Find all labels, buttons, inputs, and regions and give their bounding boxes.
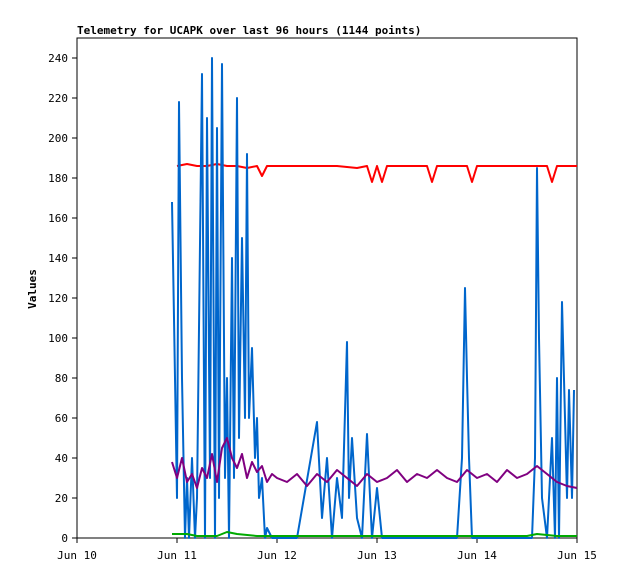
y-axis: 0 20 40 60 80 100 120 140 160 180 200 220 240 — [48, 52, 77, 545]
x-tick-label: Jun 12 — [257, 549, 297, 562]
series-line-1 — [176, 163, 577, 183]
y-tick-label: 140 — [48, 252, 68, 265]
series-group — [171, 57, 578, 539]
x-tick-label: Jun 15 — [557, 549, 597, 562]
x-tick-label: Jun 14 — [457, 549, 497, 562]
y-tick-label: 20 — [55, 492, 68, 505]
y-tick-label: 0 — [61, 532, 68, 545]
series-line-2 — [171, 57, 575, 539]
x-axis: Jun 10 Jun 11 Jun 12 Jun 13 Jun 14 Jun 15 — [57, 538, 597, 562]
y-tick-label: 40 — [55, 452, 68, 465]
y-tick-label: 120 — [48, 292, 68, 305]
y-tick-label: 220 — [48, 92, 68, 105]
y-tick-label: 180 — [48, 172, 68, 185]
y-tick-label: 60 — [55, 412, 68, 425]
y-axis-label: Values — [26, 269, 39, 309]
chart-title: Telemetry for UCAPK over last 96 hours (… — [77, 24, 421, 37]
y-tick-label: 160 — [48, 212, 68, 225]
x-tick-label: Jun 10 — [57, 549, 97, 562]
series-line-4 — [172, 531, 577, 537]
x-tick-label: Jun 13 — [357, 549, 397, 562]
y-tick-label: 200 — [48, 132, 68, 145]
x-tick-label: Jun 11 — [157, 549, 197, 562]
series-line-3 — [171, 437, 578, 489]
y-tick-label: 100 — [48, 332, 68, 345]
y-tick-label: 240 — [48, 52, 68, 65]
y-tick-label: 80 — [55, 372, 68, 385]
plot-area — [76, 37, 578, 539]
